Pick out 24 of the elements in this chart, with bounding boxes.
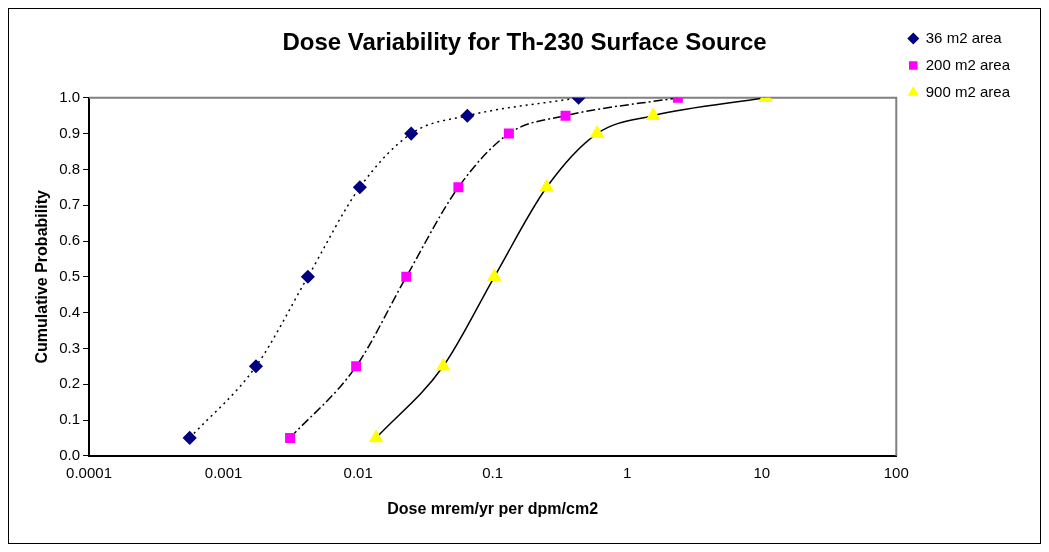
y-tick-label: 0.9 [59,123,81,141]
legend-label: 900 m2 area [925,82,1011,100]
y-tick-label: 0.7 [59,195,81,213]
x-tick-label: 0.001 [204,463,243,481]
x-tick-label: 0.01 [343,463,373,481]
x-tick-label: 1 [623,463,632,481]
x-axis-title: Dose mrem/yr per dpm/cm2 [387,499,599,517]
x-tick-label: 100 [883,463,909,481]
y-tick-label: 1.0 [59,87,81,105]
chart-title: Dose Variability for Th-230 Surface Source [282,28,767,56]
y-tick-label: 0.0 [59,445,81,463]
y-tick-label: 0.8 [59,159,81,177]
x-tick-label: 0.1 [482,463,504,481]
y-axis-title: Cumulative Probability [33,190,51,364]
y-tick-label: 0.2 [59,374,81,392]
x-tick-label: 10 [753,463,771,481]
x-tick-label: 0.0001 [66,463,112,481]
y-tick-label: 0.6 [59,231,81,249]
y-tick-label: 0.4 [59,302,81,320]
legend-label: 200 m2 area [925,55,1011,73]
legend-label: 36 m2 area [925,28,1003,46]
y-tick-label: 0.1 [59,410,81,428]
y-tick-label: 0.3 [59,338,81,356]
y-tick-label: 0.5 [59,266,81,284]
